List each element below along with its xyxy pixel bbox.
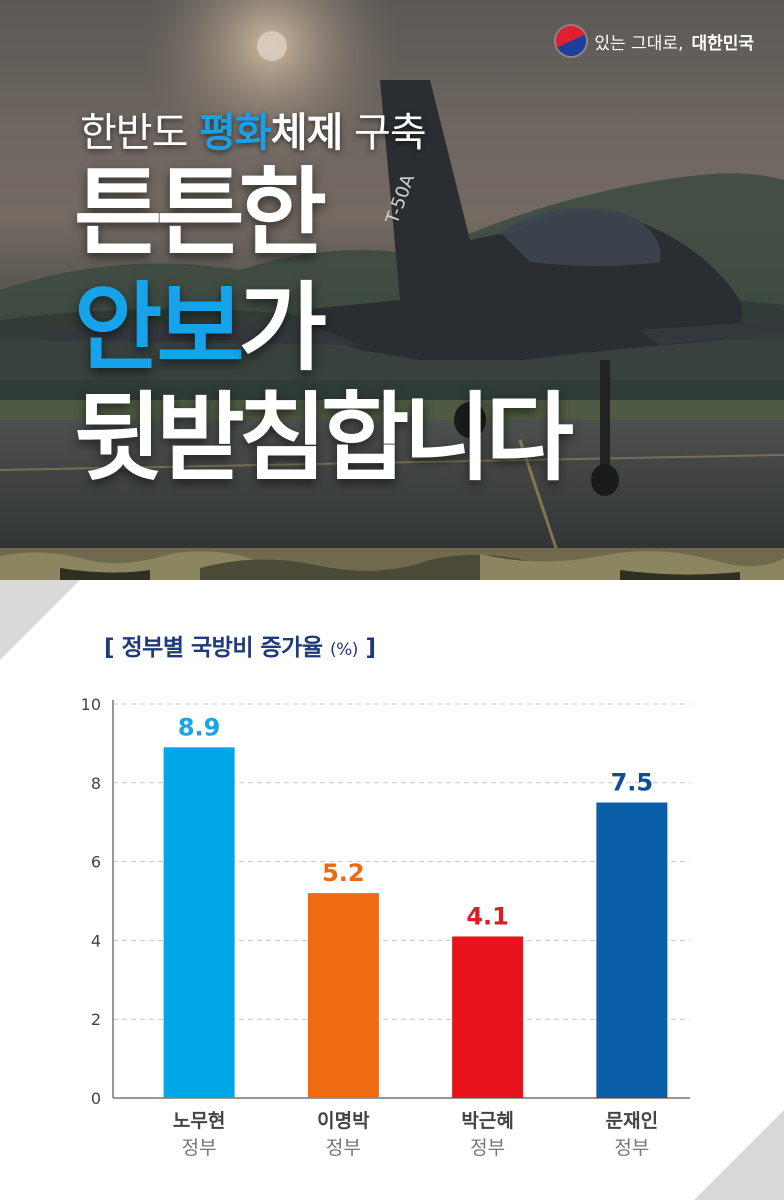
subtitle-part-1: 한반도 bbox=[80, 110, 200, 156]
headline-line-1: 튼튼한 bbox=[74, 157, 327, 269]
x-category-sublabel: 정부 bbox=[326, 1137, 361, 1159]
y-tick-label: 6 bbox=[91, 853, 101, 872]
subtitle-highlight: 평화 bbox=[199, 110, 272, 156]
y-tick-label: 4 bbox=[91, 931, 101, 950]
corner-decoration-top bbox=[0, 580, 80, 660]
bar bbox=[163, 747, 235, 1098]
corner-decoration-bottom bbox=[694, 1110, 784, 1200]
headline-highlight: 안보 bbox=[74, 272, 245, 384]
brand-text-2: 대한민국 bbox=[691, 33, 754, 54]
subtitle-part-3: 구축 bbox=[342, 110, 427, 156]
brand-text-1: 있는 그대로, bbox=[594, 33, 684, 54]
hero-banner: T-50A 있는 그대로, 대한민국 한반도 평화체제 구축 튼튼한 안보가 뒷… bbox=[0, 0, 784, 580]
x-category-label: 문재인 bbox=[606, 1110, 658, 1132]
x-category-sublabel: 정부 bbox=[614, 1137, 649, 1159]
x-category-label: 이명박 bbox=[317, 1110, 370, 1132]
bar bbox=[452, 936, 524, 1098]
x-category-sublabel: 정부 bbox=[182, 1137, 217, 1159]
headline-line-3: 뒷받침합니다 bbox=[74, 382, 574, 494]
chart-title-close: ] bbox=[365, 635, 376, 661]
y-tick-label: 10 bbox=[81, 695, 101, 714]
fighter-jet-photo: T-50A bbox=[0, 0, 784, 561]
value-label: 4.1 bbox=[466, 902, 509, 930]
headline-line-2: 안보가 bbox=[74, 280, 327, 376]
chart-unit: (%) bbox=[330, 640, 358, 660]
bar bbox=[596, 802, 668, 1098]
y-tick-label: 8 bbox=[91, 774, 101, 793]
headline-line-2-rest: 가 bbox=[238, 272, 327, 384]
y-tick-label: 0 bbox=[91, 1089, 101, 1108]
subtitle: 한반도 평화체제 구축 bbox=[80, 100, 427, 158]
y-tick-label: 2 bbox=[91, 1010, 101, 1029]
chart-title-text: [ 정부별 국방비 증가율 bbox=[104, 635, 323, 661]
value-label: 8.9 bbox=[178, 713, 221, 741]
bar bbox=[307, 893, 379, 1098]
brand-logo: 있는 그대로, 대한민국 bbox=[551, 21, 754, 61]
subtitle-part-2: 체제 bbox=[270, 110, 344, 156]
x-category-label: 노무현 bbox=[173, 1110, 225, 1132]
chart-title: [ 정부별 국방비 증가율 (%) ] bbox=[104, 628, 376, 662]
x-category-label: 박근혜 bbox=[461, 1110, 513, 1132]
value-label: 5.2 bbox=[322, 859, 365, 887]
camouflage-strip bbox=[0, 548, 784, 580]
x-category-sublabel: 정부 bbox=[470, 1137, 505, 1159]
value-label: 7.5 bbox=[611, 769, 654, 797]
